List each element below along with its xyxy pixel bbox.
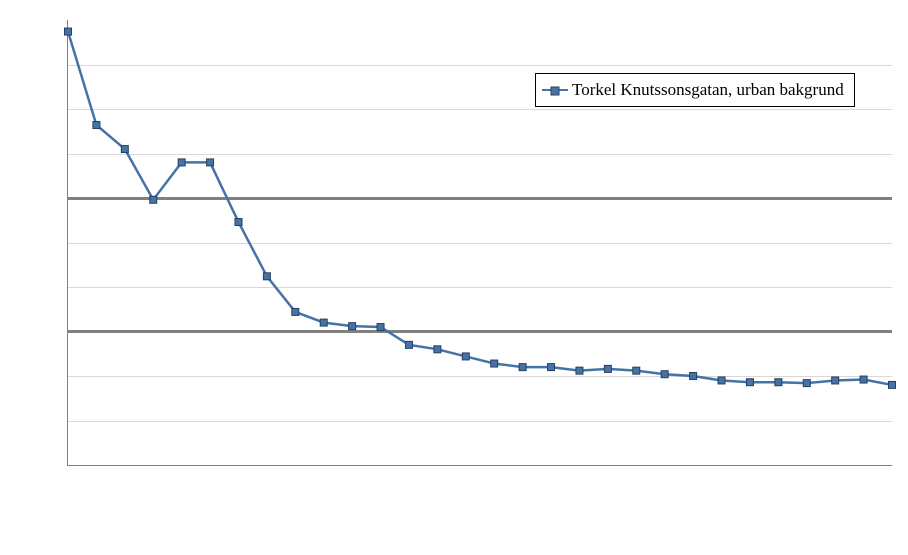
legend-swatch-marker bbox=[551, 87, 560, 96]
series-marker bbox=[690, 373, 697, 380]
series-marker bbox=[889, 381, 896, 388]
series-marker bbox=[604, 365, 611, 372]
series-marker bbox=[633, 367, 640, 374]
series-marker bbox=[462, 353, 469, 360]
series-marker bbox=[377, 324, 384, 331]
series-marker bbox=[832, 377, 839, 384]
series-marker bbox=[860, 376, 867, 383]
series-marker bbox=[775, 379, 782, 386]
series-marker bbox=[349, 323, 356, 330]
series-marker bbox=[576, 367, 583, 374]
series-marker bbox=[548, 364, 555, 371]
series-marker bbox=[235, 219, 242, 226]
series-marker bbox=[519, 364, 526, 371]
series-marker bbox=[803, 380, 810, 387]
legend: Torkel Knutssonsgatan, urban bakgrund bbox=[535, 73, 855, 107]
series-marker bbox=[746, 379, 753, 386]
legend-item: Torkel Knutssonsgatan, urban bakgrund bbox=[542, 80, 844, 100]
series-marker bbox=[320, 319, 327, 326]
series-marker bbox=[93, 122, 100, 129]
series-marker bbox=[263, 273, 270, 280]
series-marker bbox=[207, 159, 214, 166]
series-marker bbox=[434, 346, 441, 353]
series-marker bbox=[405, 341, 412, 348]
series-marker bbox=[718, 377, 725, 384]
series-marker bbox=[292, 308, 299, 315]
series-marker bbox=[121, 146, 128, 153]
legend-label: Torkel Knutssonsgatan, urban bakgrund bbox=[572, 80, 844, 100]
series-marker bbox=[65, 28, 72, 35]
series-marker bbox=[178, 159, 185, 166]
series-marker bbox=[491, 360, 498, 367]
series-marker bbox=[150, 196, 157, 203]
series-marker bbox=[661, 371, 668, 378]
legend-swatch-line bbox=[542, 89, 568, 91]
